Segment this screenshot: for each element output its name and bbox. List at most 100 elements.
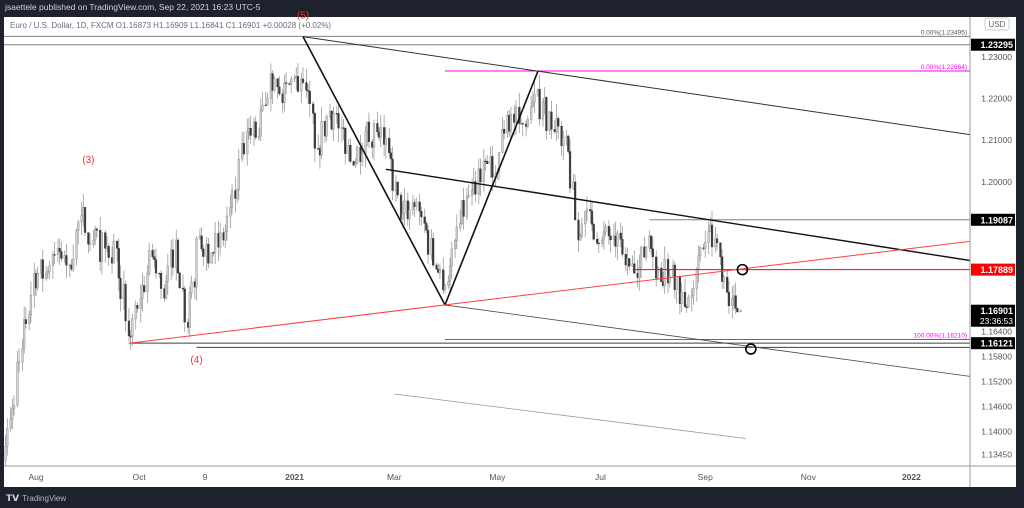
candle-up [134,305,137,319]
candle-down [143,285,146,292]
time-tick-label: Jul [595,472,606,482]
candle-up [214,233,217,254]
candle-up [4,446,7,462]
candle-up [675,276,678,290]
candle-up [644,246,648,258]
candle-up [195,238,198,288]
candle-down [503,128,506,134]
candle-up [141,285,144,299]
candle-up [401,213,404,220]
candle-up [585,209,589,212]
tradingview-footer[interactable]: 𝗧𝗩 TradingView [6,493,66,504]
candle-up [225,215,229,233]
price-tick-label: 1.20000 [981,177,1012,187]
candle-down [650,235,653,249]
candle-down [597,242,600,245]
candle-up [541,102,545,120]
price-badge [971,263,1015,276]
candle-up [9,418,12,429]
candle-down [367,121,371,142]
price-tick-label: 1.23000 [981,52,1012,62]
trend-line [394,393,746,439]
candle-up [257,135,261,138]
price-tick-label: 1.15200 [981,376,1012,386]
candle-up [454,240,457,250]
candle-down [577,219,580,241]
currency-label: USD [989,20,1006,29]
candle-down [589,209,592,212]
candle-down [119,277,122,299]
candle-down [41,259,44,279]
candle-up [361,153,364,162]
publish-info: jsaettele published on TradingView.com, … [5,2,261,12]
candle-down [391,158,394,191]
price-tick-label: 1.13450 [981,449,1012,459]
candle-down [312,103,315,114]
candle-up [459,223,462,228]
candle-up [229,207,232,217]
candle-up [663,259,666,286]
candle-up [36,272,39,289]
candle-up [320,121,323,156]
candle-down [474,181,477,195]
candle-down [249,128,252,136]
candle-down [95,228,98,231]
candle-down [621,239,624,255]
candle-down [306,90,310,92]
candle-up [94,228,97,241]
candle-up [88,243,92,245]
candle-up [75,230,78,260]
candle-up [465,195,469,217]
candle-down [550,111,553,130]
candle-up [112,241,115,264]
plot-area: 0.00%(1.23495) 0.00%(1.22664) 100.00%(1.16… [0,29,970,479]
time-tick-label: 2021 [285,472,304,482]
candle-down [435,264,438,270]
candle-down [574,181,577,221]
candle-up [372,123,376,148]
candle-down [276,78,279,88]
time-tick-label: Mar [387,472,402,482]
price-badge [971,337,1015,350]
price-badge-value: 1.19087 [980,215,1013,225]
candle-up [283,82,286,103]
target-circle-marker [745,343,757,355]
candle-down [87,232,90,245]
candle-down [337,113,340,129]
candle-up [699,247,702,257]
price-badge-value: 1.23295 [980,40,1013,50]
candle-up [23,319,26,349]
candle-up [224,231,227,241]
candle-down [136,305,139,309]
candle-down [305,82,308,91]
candle-up [210,252,213,264]
candle-down [734,295,737,309]
candle-up [18,361,21,363]
candle-down [200,235,203,250]
candle-up [237,158,240,191]
candle-up [48,265,51,272]
candle-down [726,276,729,293]
candle-up [364,131,367,154]
candle-up [146,273,149,292]
candle-up [261,104,264,111]
candle-up [722,276,725,282]
candle-down [710,224,714,248]
candle-down [0,473,1,479]
time-tick-label: Oct [132,472,146,482]
candle-down [567,135,570,152]
candle-down [442,269,445,291]
candle-up [28,314,31,324]
candle-up [680,291,683,304]
candle-down [313,113,316,149]
trend-line [444,304,970,377]
trend-line [128,240,970,344]
candle-up [455,226,458,241]
candle-up [695,268,698,289]
candle-down [153,256,156,260]
candle-down [58,248,61,252]
candle-up [731,298,734,307]
candle-down [399,194,403,220]
candle-up [188,292,191,328]
